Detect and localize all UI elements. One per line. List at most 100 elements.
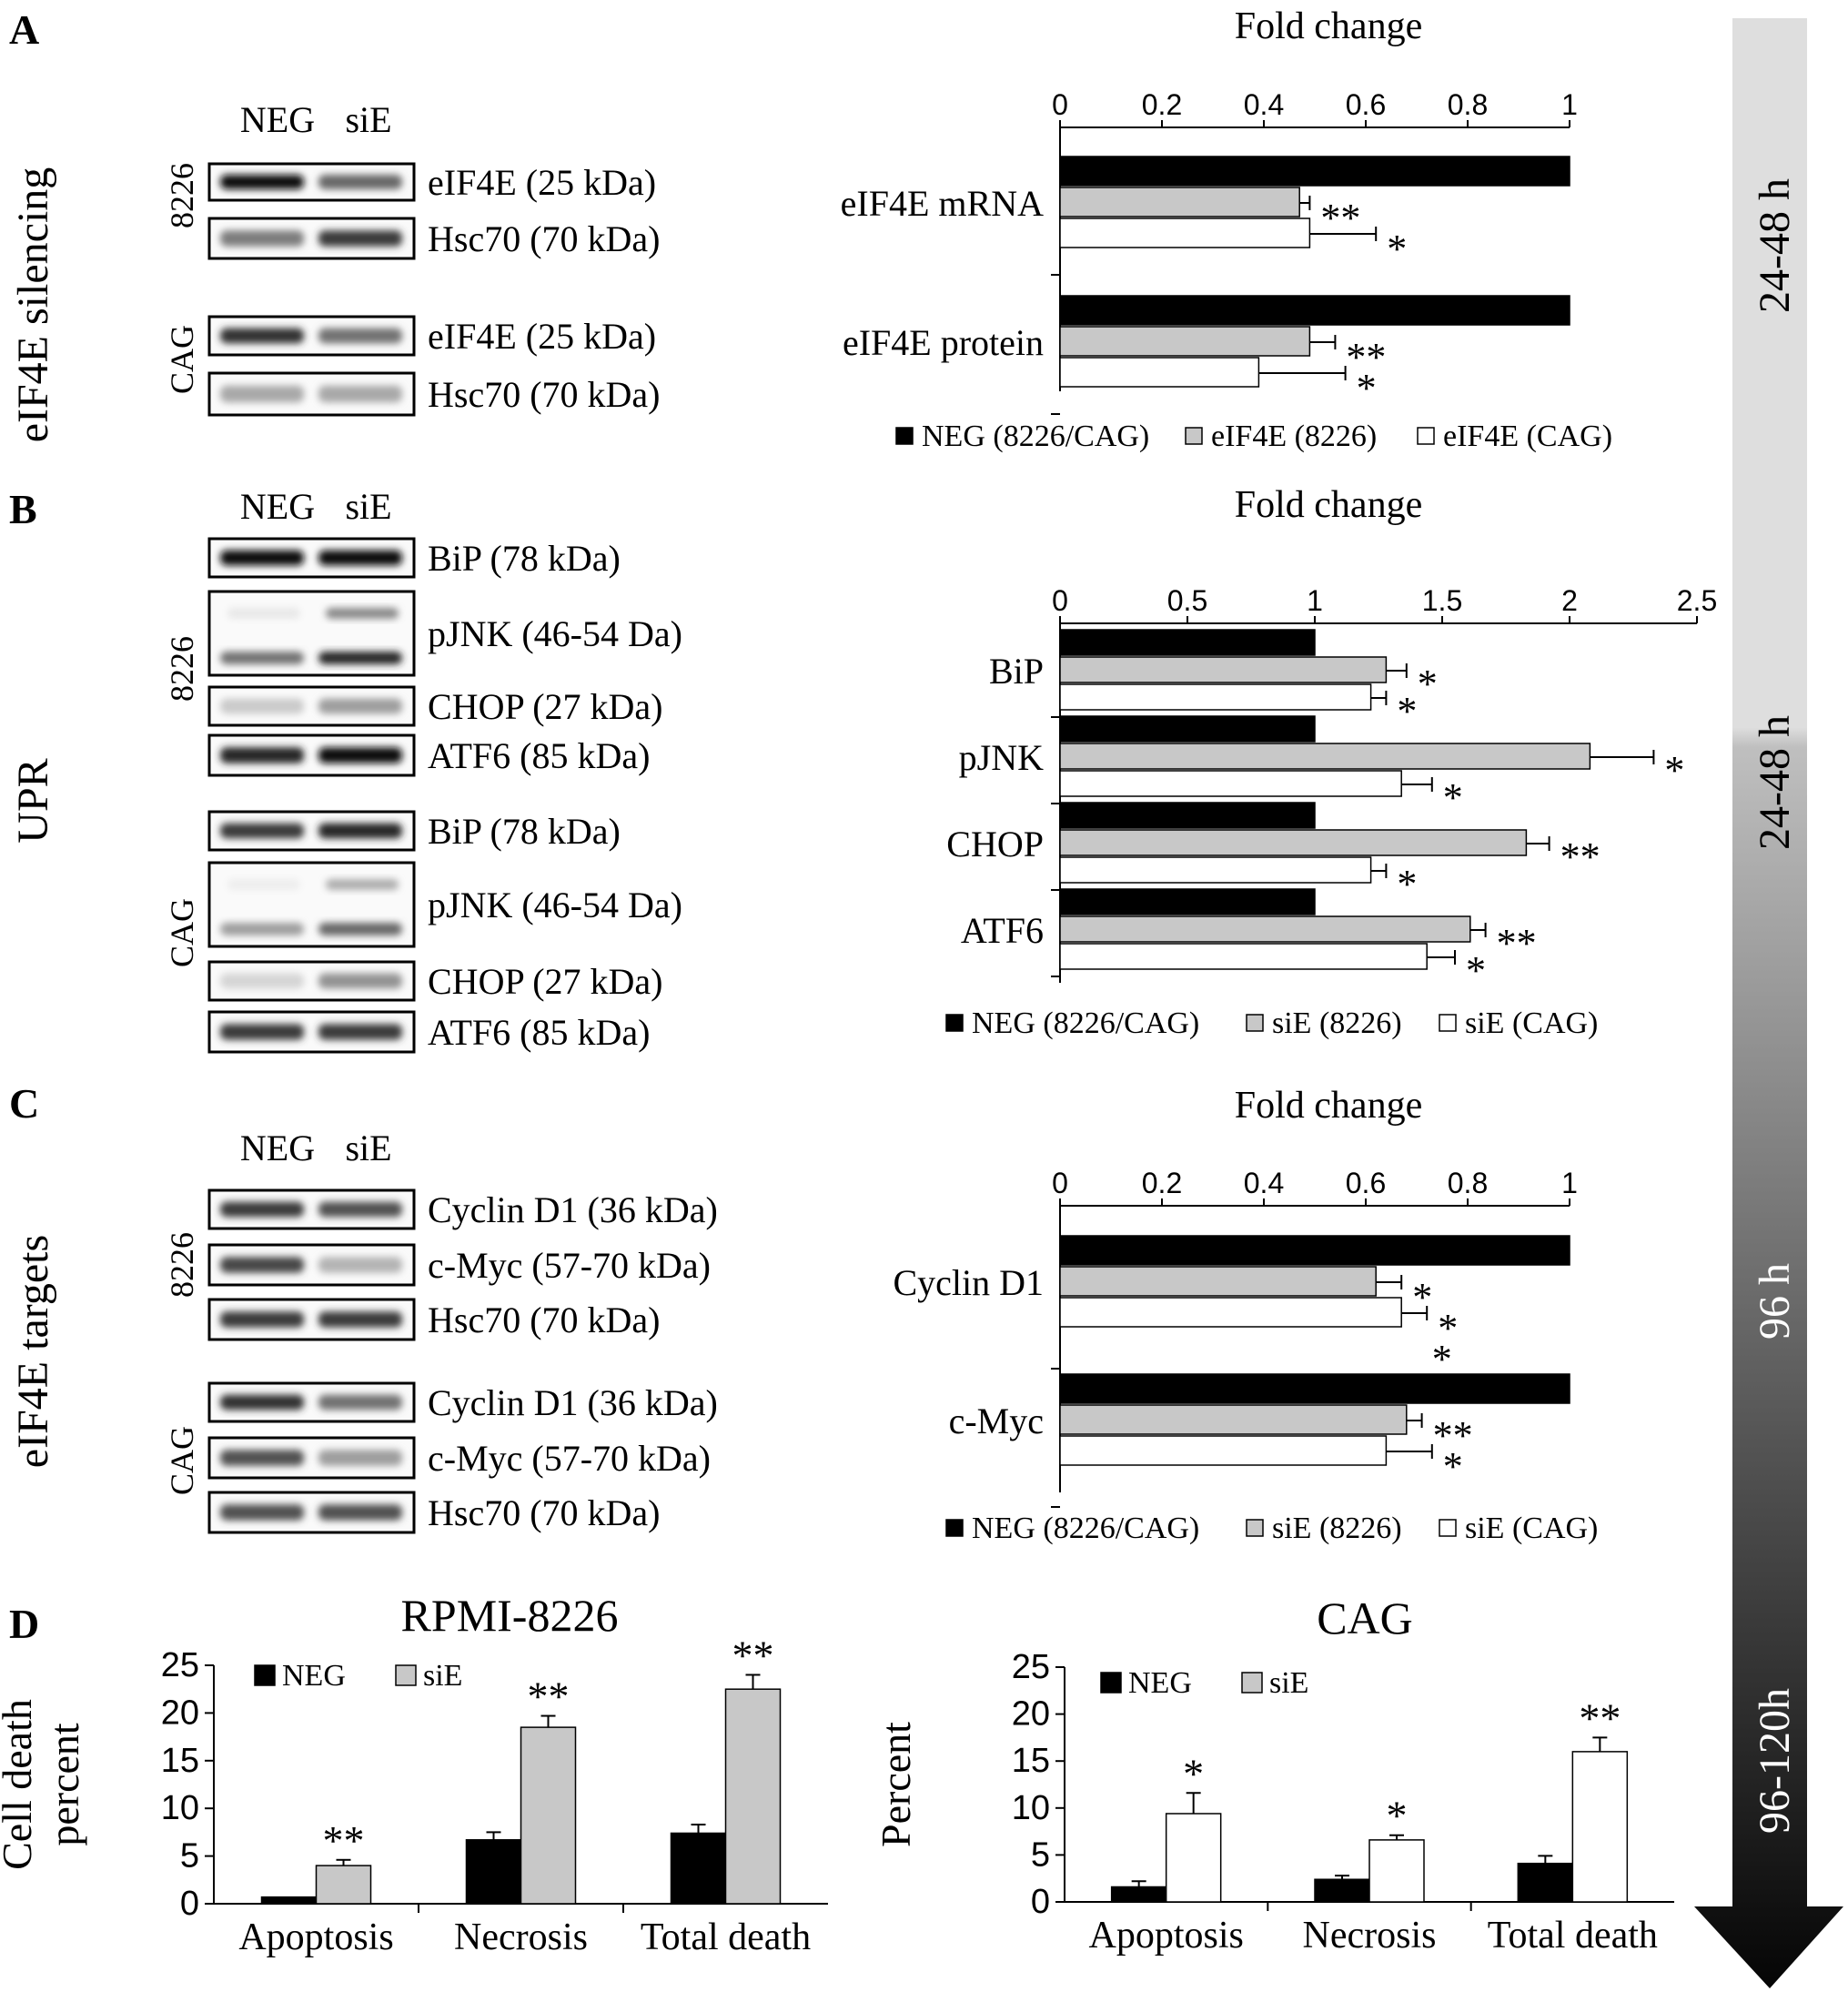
legend-label: NEG (8226/CAG) — [972, 1006, 1199, 1040]
x-tick-label: 1.5 — [1422, 584, 1462, 617]
significance-mark: * — [1438, 1306, 1458, 1350]
x-tick-label: 2 — [1561, 584, 1578, 617]
blot-hsc70-band — [318, 1311, 402, 1328]
legend-swatch — [945, 1014, 964, 1032]
band-label: ATF6 (85 kDa) — [428, 1012, 650, 1053]
timeline-label-1: 24-48 h — [1751, 178, 1799, 313]
x-tick-label: 2.5 — [1677, 584, 1717, 617]
band-label: CHOP (27 kDa) — [428, 686, 663, 727]
cell-line-label: 8226 — [164, 636, 200, 702]
band-label: BiP (78 kDa) — [428, 538, 621, 579]
significance-mark: * — [1397, 862, 1417, 906]
timeline-label-3: 96 h — [1751, 1263, 1799, 1340]
legend-label: siE (8226) — [1272, 1006, 1402, 1040]
bar — [1059, 1297, 1402, 1328]
legend-swatch — [1246, 1014, 1264, 1032]
lane-label-sie: siE — [345, 486, 391, 527]
legend-label: eIF4E (CAG) — [1443, 420, 1612, 453]
legend-swatch — [1246, 1519, 1264, 1537]
band-label: eIF4E (25 kDa) — [428, 316, 656, 357]
blot-hsc70-band — [318, 230, 402, 247]
bar — [1059, 187, 1300, 217]
x-tick-label: 0 — [1052, 88, 1068, 121]
band-label: c-Myc (57-70 kDa) — [428, 1438, 711, 1479]
bar — [1059, 802, 1316, 829]
band-label: BiP (78 kDa) — [428, 811, 621, 852]
band-label: Cyclin D1 (36 kDa) — [428, 1189, 718, 1230]
bar — [260, 1896, 318, 1905]
blot-cyclin-d1-band — [220, 1394, 304, 1411]
x-tick-label: 0.6 — [1346, 1167, 1386, 1199]
bar — [1059, 856, 1372, 884]
blot-bip-band — [220, 550, 304, 566]
blot-chop-band — [220, 698, 304, 714]
blot-pjnk-band — [318, 923, 402, 935]
band-label: pJNK (46-54 Da) — [428, 885, 682, 925]
y-tick-label: 20 — [1012, 1695, 1050, 1734]
blot-cyclin-d1-band — [318, 1201, 402, 1218]
cell-line-label: CAG — [164, 325, 200, 394]
significance-mark: * — [1387, 227, 1407, 271]
bar — [1059, 943, 1428, 970]
western-blots: NEG siE 8226 eIF4E (25 kDa) Hsc70 (70 kDa) CA… — [164, 99, 718, 1534]
legend: NEG (8226/CAG) siE (8226) siE (CAG) — [945, 1006, 1598, 1040]
legend-label: NEG (8226/CAG) — [922, 420, 1149, 453]
bar — [1059, 829, 1528, 856]
blot-atf6-band — [220, 1024, 304, 1040]
bar — [1059, 357, 1260, 388]
legend-label: NEG (8226/CAG) — [972, 1512, 1199, 1545]
y-tick-label: 10 — [1012, 1789, 1050, 1827]
significance-mark: ** — [1579, 1694, 1621, 1741]
blot-cyclin-d1-band — [220, 1201, 304, 1218]
significance-mark: ** — [1497, 921, 1537, 966]
legend-swatch — [1439, 1519, 1457, 1537]
category-label: c-Myc — [949, 1400, 1044, 1441]
blot-pjnk-band — [220, 652, 304, 664]
legend-swatch — [254, 1664, 276, 1686]
chart-title: CAG — [1317, 1593, 1413, 1643]
bar — [1368, 1839, 1425, 1903]
blot-pjnk-band-upper — [326, 608, 399, 619]
significance-mark: * — [1664, 748, 1684, 793]
category-label: Total death — [1488, 1915, 1658, 1957]
legend-label: siE (CAG) — [1465, 1006, 1598, 1040]
significance-mark: * — [1357, 366, 1377, 410]
band-label: c-Myc (57-70 kDa) — [428, 1245, 711, 1286]
blot-pjnk-band-upper — [326, 879, 399, 890]
legend-swatch — [895, 427, 914, 445]
bar — [724, 1688, 782, 1905]
legend-label: siE — [423, 1659, 462, 1693]
significance-mark: ** — [528, 1673, 570, 1720]
x-tick-label: 0.6 — [1346, 88, 1386, 121]
timeline-label-4: 96-120h — [1751, 1688, 1799, 1834]
legend: NEG (8226/CAG) siE (8226) siE (CAG) — [945, 1512, 1598, 1545]
x-tick-label: 0.5 — [1167, 584, 1207, 617]
category-label: Necrosis — [1303, 1915, 1437, 1957]
blot-eif4e-band — [318, 328, 402, 344]
significance-mark: ** — [732, 1632, 774, 1678]
lane-label-sie: siE — [345, 99, 391, 140]
category-label: pJNK — [959, 737, 1044, 778]
blot-chop-band — [318, 698, 402, 714]
blot-pjnk-band — [220, 923, 304, 935]
chart-title: Fold change — [1235, 1085, 1422, 1127]
significance-mark: ** — [1433, 1413, 1473, 1458]
y-tick-label: 5 — [1031, 1835, 1050, 1874]
panel-letter-d: D — [9, 1601, 39, 1647]
x-tick-label: 1 — [1307, 584, 1323, 617]
legend-swatch — [1185, 427, 1203, 445]
band-label: Hsc70 (70 kDa) — [428, 374, 661, 415]
significance-mark: * — [1387, 1793, 1408, 1839]
x-tick-label: 0 — [1052, 1167, 1068, 1199]
y-tick-label: 0 — [1031, 1883, 1050, 1921]
bar — [1110, 1886, 1167, 1903]
significance-mark: ** — [1560, 834, 1601, 879]
bar — [1059, 715, 1316, 743]
category-label: BiP — [989, 651, 1044, 692]
significance-mark: ** — [323, 1817, 365, 1864]
panel-letter-a: A — [9, 6, 39, 53]
x-tick-label: 0.8 — [1448, 88, 1488, 121]
timeline-label-2: 24-48 h — [1751, 715, 1799, 850]
blot-chop-band — [220, 973, 304, 989]
